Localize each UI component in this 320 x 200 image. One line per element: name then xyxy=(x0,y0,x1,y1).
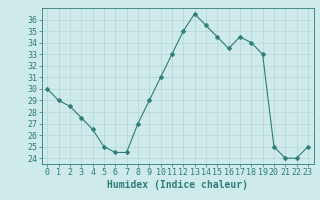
X-axis label: Humidex (Indice chaleur): Humidex (Indice chaleur) xyxy=(107,180,248,190)
